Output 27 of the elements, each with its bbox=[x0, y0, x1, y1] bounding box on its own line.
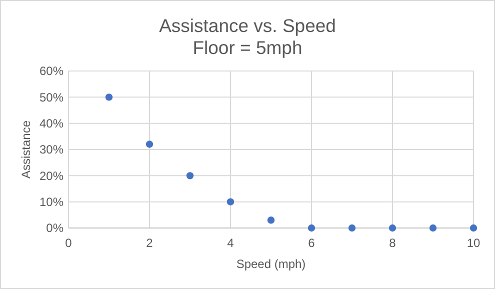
x-tick-label: 6 bbox=[308, 236, 316, 250]
point bbox=[226, 198, 234, 206]
point bbox=[470, 224, 478, 232]
y-tick-label: 20% bbox=[39, 168, 64, 183]
y-tick-label: 60% bbox=[39, 64, 64, 78]
x-tick-label: 4 bbox=[227, 236, 234, 250]
x-tick-label: 2 bbox=[146, 236, 154, 250]
point bbox=[146, 140, 154, 148]
point bbox=[348, 224, 356, 232]
chart-title: Assistance vs. Speed bbox=[159, 15, 336, 36]
y-tick-label: 50% bbox=[39, 90, 64, 104]
x-tick-label: 8 bbox=[389, 236, 396, 250]
point bbox=[105, 94, 113, 101]
y-axis-title: Assistance bbox=[19, 120, 33, 179]
x-tick-label: 0 bbox=[65, 236, 72, 250]
x-axis-title: Speed (mph) bbox=[236, 257, 306, 271]
y-tick-label: 10% bbox=[39, 195, 64, 210]
point bbox=[267, 216, 275, 224]
y-tick-label: 40% bbox=[39, 116, 64, 131]
point bbox=[308, 224, 316, 232]
point bbox=[388, 224, 396, 232]
chart-subtitle: Floor = 5mph bbox=[192, 37, 302, 58]
point bbox=[186, 172, 194, 180]
y-tick-label: 30% bbox=[39, 142, 64, 157]
point bbox=[429, 224, 437, 232]
x-tick-label: 10 bbox=[466, 236, 480, 250]
y-tick-label: 0% bbox=[46, 221, 64, 236]
